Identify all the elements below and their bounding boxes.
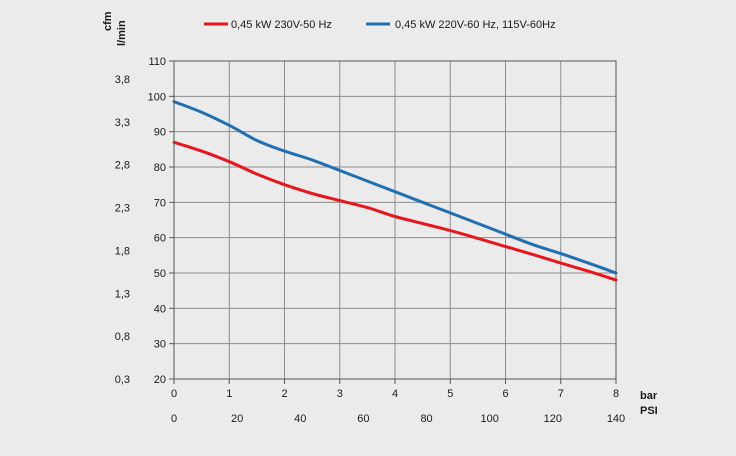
y-tick-label-cfm: 1,8: [115, 245, 130, 257]
y-axis-label-cfm: cfm: [102, 11, 114, 31]
series-line-1: [172, 140, 618, 282]
x-tick-label-psi: 100: [481, 413, 499, 425]
x-tick-label-psi: 20: [231, 413, 243, 425]
y-tick-label-lmin: 50: [154, 268, 166, 280]
y-tick-label-lmin: 40: [154, 303, 166, 315]
y-tick-label-cfm: 2,3: [115, 203, 130, 215]
series-lines: [172, 100, 618, 282]
series-line-2: [172, 100, 618, 275]
plot-frame: [173, 60, 617, 380]
x-tick-label-bar: 0: [171, 388, 177, 400]
y-tick-label-cfm: 2,8: [115, 160, 130, 172]
legend: 0,45 kW 230V-50 Hz 0,45 kW 220V-60 Hz, 1…: [204, 19, 556, 31]
y-tick-label-cfm: 3,3: [115, 117, 130, 129]
x-tick-label-bar: 1: [226, 388, 232, 400]
x-tick-label-bar: 4: [392, 388, 398, 400]
y-tick-label-lmin: 80: [154, 162, 166, 174]
y-tick-label-lmin: 60: [154, 233, 166, 245]
y-axis-label-lmin: l/min: [116, 20, 128, 46]
x-tick-label-psi: 60: [357, 413, 369, 425]
x-tick-label-psi: 140: [607, 413, 625, 425]
y-tick-label-cfm: 0,3: [115, 374, 130, 386]
y-tick-label-cfm: 3,8: [115, 74, 130, 86]
x-tick-label-psi: 40: [294, 413, 306, 425]
x-tick-label-bar: 7: [558, 388, 564, 400]
x-tick-label-psi: 80: [420, 413, 432, 425]
y-tick-label-lmin: 100: [148, 91, 166, 103]
x-tick-label-bar: 5: [447, 388, 453, 400]
y-tick-label-lmin: 90: [154, 127, 166, 139]
y-tick-label-lmin: 110: [148, 56, 166, 68]
y-tick-label-lmin: 30: [154, 339, 166, 351]
x-tick-label-bar: 2: [281, 388, 287, 400]
x-axis-label-bar: bar: [640, 390, 658, 402]
y-tick-label-lmin: 70: [154, 197, 166, 209]
y-tick-label-cfm: 0,8: [115, 331, 130, 343]
y-tick-label-cfm: 1,3: [115, 288, 130, 300]
y-ticks-lmin: 20 30 40 50 60 70 80 90 100 110: [148, 56, 174, 386]
legend-label-series-2: 0,45 kW 220V-60 Hz, 115V-60Hz: [395, 19, 556, 31]
x-ticks-psi: 0 20 40 60 80 100 120 140: [171, 413, 625, 425]
x-tick-label-psi: 0: [171, 413, 177, 425]
x-axis-label-psi: PSI: [640, 405, 658, 417]
legend-label-series-1: 0,45 kW 230V-50 Hz: [231, 19, 332, 31]
x-tick-label-bar: 6: [502, 388, 508, 400]
x-tick-label-bar: 8: [613, 388, 619, 400]
grid: [173, 60, 617, 380]
y-tick-label-lmin: 20: [154, 374, 166, 386]
x-ticks-bar: 0 1 2 3 4 5 6 7 8: [171, 379, 619, 400]
x-tick-label-psi: 120: [544, 413, 562, 425]
x-tick-label-bar: 3: [337, 388, 343, 400]
y-ticks-cfm: 0,3 0,8 1,3 1,8 2,3 2,8 3,3 3,8: [115, 74, 130, 386]
